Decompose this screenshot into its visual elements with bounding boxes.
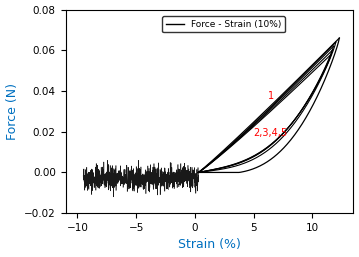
Text: 2,3,4,5: 2,3,4,5 [253, 128, 288, 138]
X-axis label: Strain (%): Strain (%) [178, 238, 241, 251]
Text: 1: 1 [268, 91, 274, 101]
Y-axis label: Force (N): Force (N) [5, 83, 19, 140]
Legend: Force - Strain (10%): Force - Strain (10%) [162, 16, 285, 32]
